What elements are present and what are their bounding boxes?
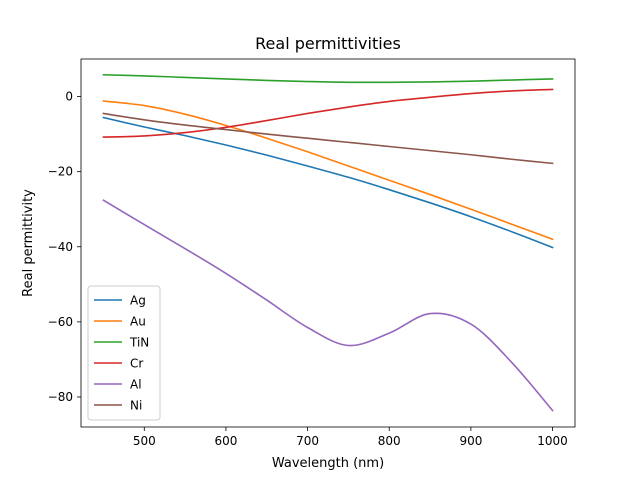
x-tick-label: 500 [133, 434, 156, 448]
legend-box [87, 285, 161, 421]
legend: Ag Au TiN Cr Al Ni [87, 285, 161, 421]
legend-label-cr: Cr [130, 357, 143, 371]
y-axis-label: Real permittivity [21, 189, 36, 297]
legend-label-al: Al [130, 378, 142, 392]
series-line-ni [102, 112, 554, 165]
y-axis: 0 −20 −40 −60 −80 [48, 90, 81, 404]
y-tick-label: −80 [48, 390, 73, 404]
series-line-tin [102, 73, 554, 84]
chart-title: Real permittivities [255, 34, 401, 53]
y-tick-label: 0 [65, 90, 73, 104]
y-tick-label: −40 [48, 240, 73, 254]
x-tick-label: 900 [459, 434, 482, 448]
plot-frame [80, 58, 576, 428]
series-layer [102, 73, 554, 412]
legend-label-au: Au [130, 315, 146, 329]
series-line-cr [102, 88, 554, 138]
series-line-al [102, 199, 554, 412]
x-axis-label: Wavelength (nm) [272, 456, 384, 471]
y-tick-label: −60 [48, 315, 73, 329]
legend-label-ni: Ni [130, 399, 142, 413]
x-tick-label: 600 [214, 434, 237, 448]
x-tick-label: 1000 [537, 434, 568, 448]
series-line-ag [102, 116, 554, 249]
series-line-au [102, 100, 554, 241]
x-axis: 500 600 700 800 900 1000 [133, 427, 568, 448]
x-tick-label: 800 [378, 434, 401, 448]
y-tick-label: −20 [48, 165, 73, 179]
legend-label-ag: Ag [130, 294, 146, 308]
x-tick-label: 700 [296, 434, 319, 448]
legend-label-tin: TiN [129, 336, 149, 350]
